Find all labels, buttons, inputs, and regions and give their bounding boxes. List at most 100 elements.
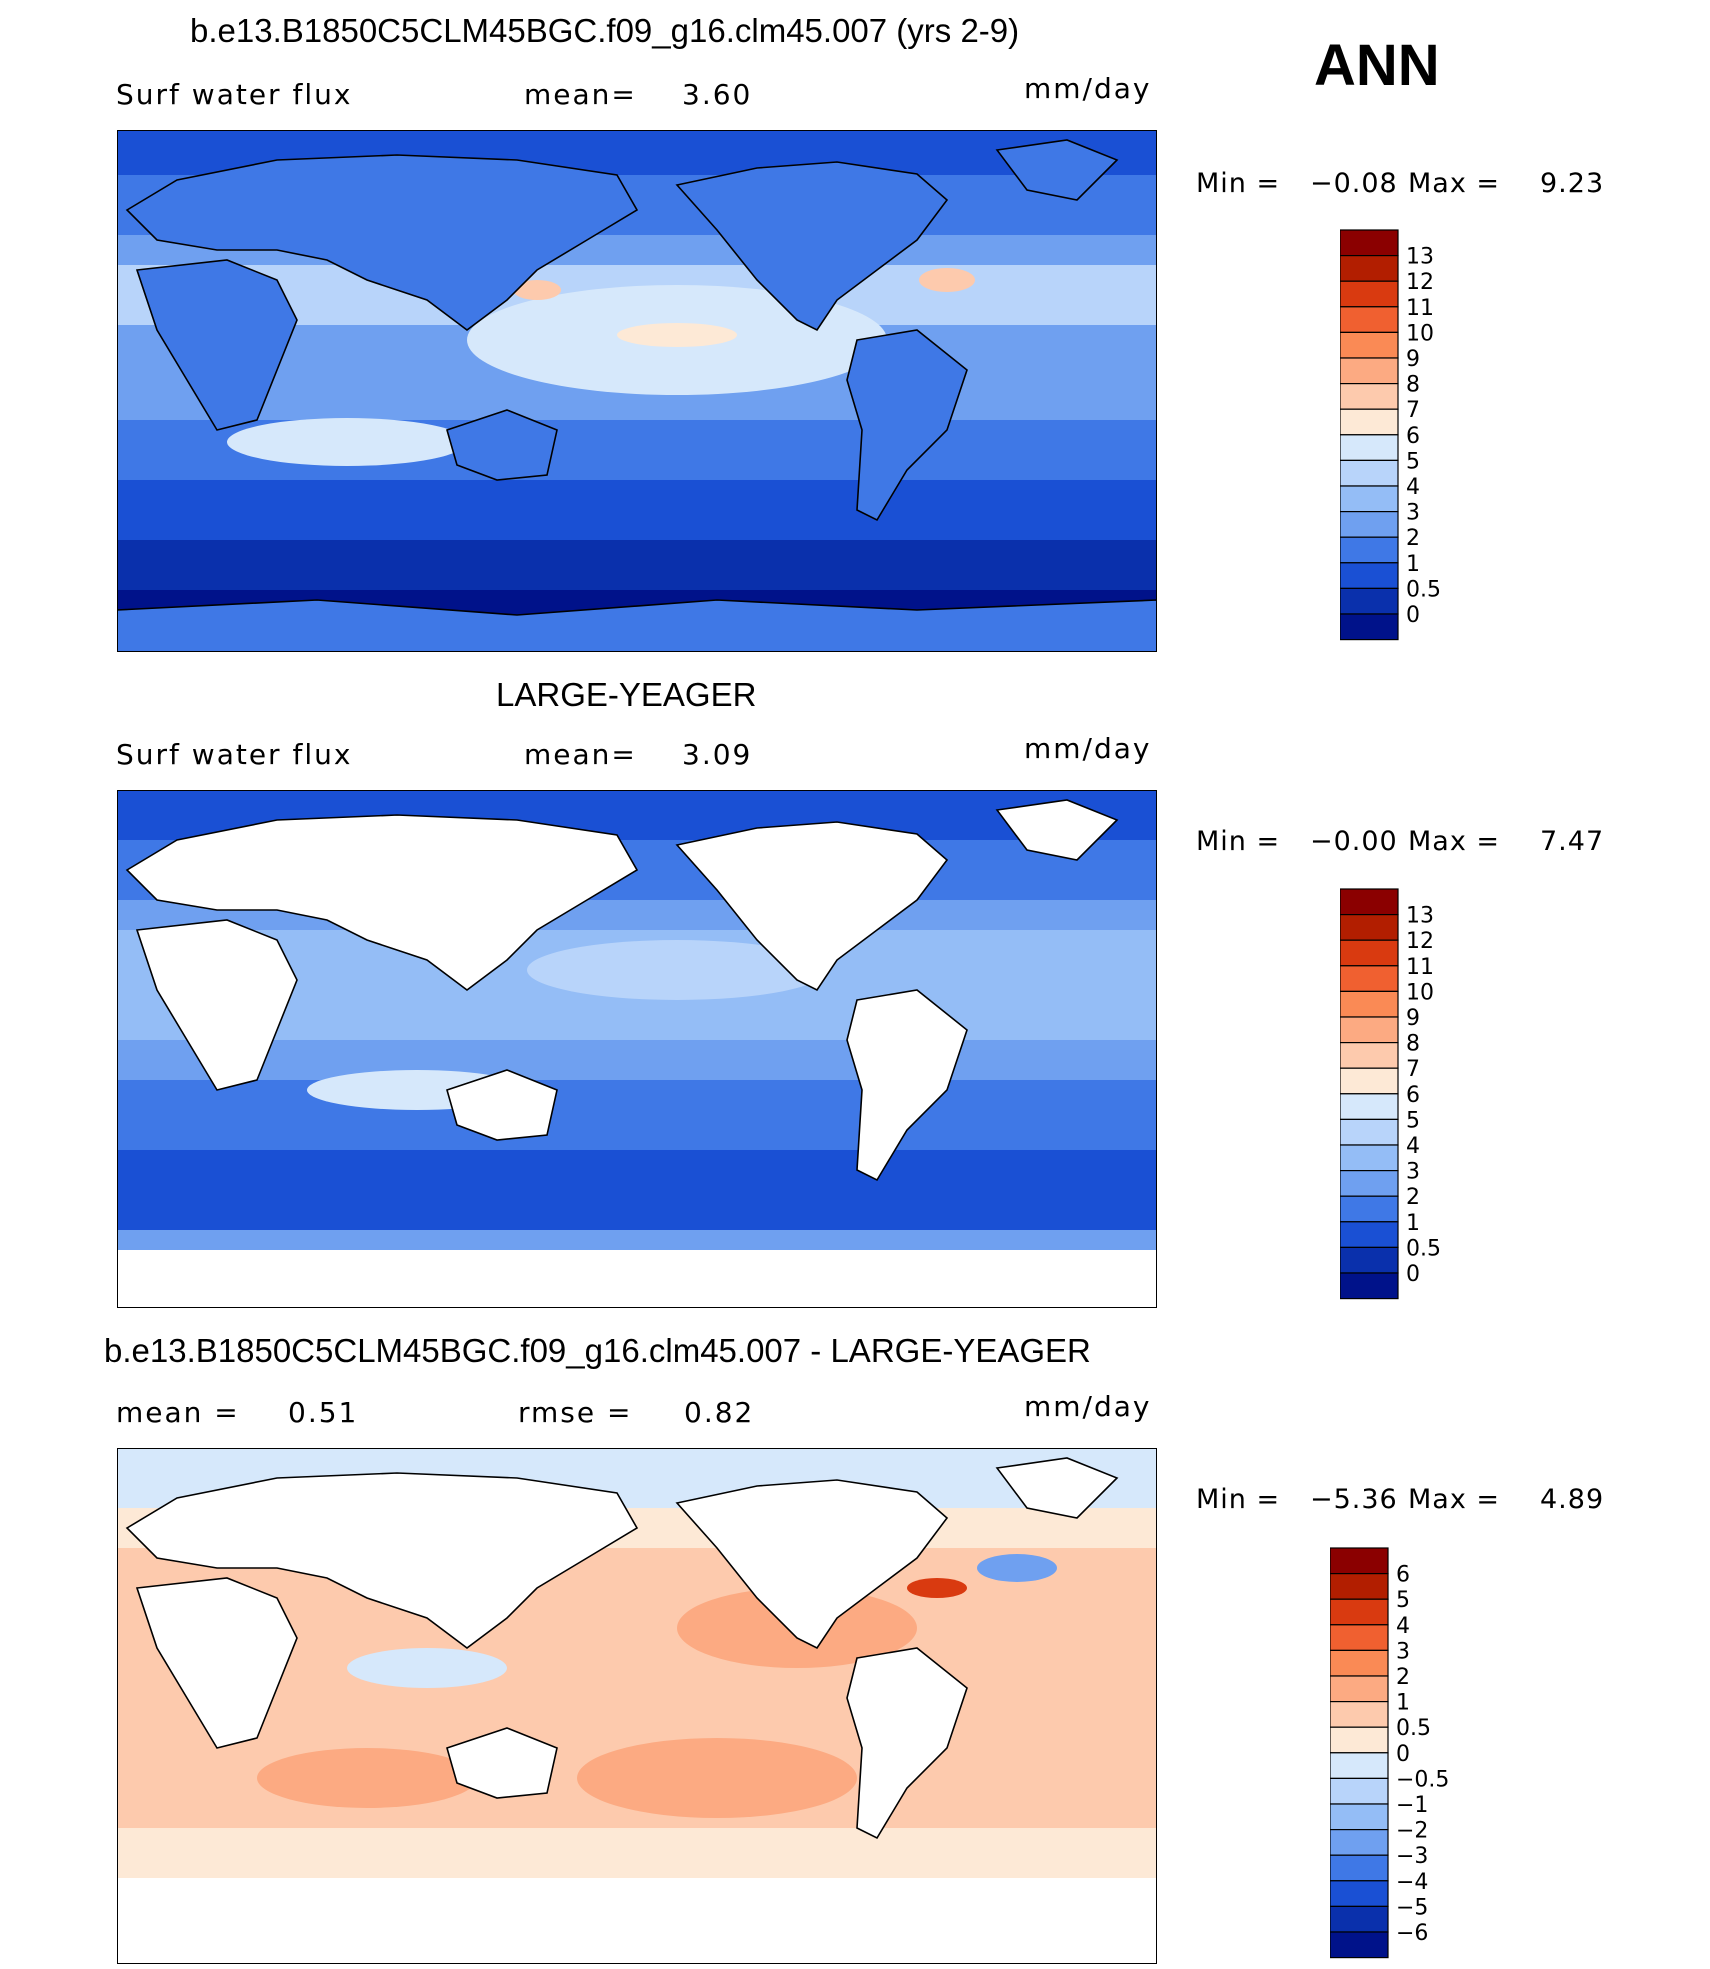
colorbar-box — [1340, 434, 1399, 462]
colorbar-box — [1340, 562, 1399, 589]
colorbar-tick-label: 13 — [1406, 904, 1434, 929]
panel-2-pacific-warm — [527, 940, 827, 1000]
colorbar-box — [1340, 965, 1399, 993]
colorbar-tick-label: 0.5 — [1396, 1716, 1431, 1741]
colorbar-box — [1340, 1170, 1399, 1197]
colorbar-box — [1330, 1649, 1389, 1677]
colorbar-tick-label: 1 — [1396, 1691, 1410, 1716]
colorbar-box — [1340, 459, 1399, 487]
colorbar-tick-label: −4 — [1396, 1870, 1428, 1895]
panel-1-australia — [446, 409, 558, 481]
colorbar-tick-label: 7 — [1406, 398, 1420, 423]
colorbar-tick-label: 3 — [1396, 1639, 1410, 1664]
colorbar-tick-label: 0.5 — [1406, 577, 1441, 602]
colorbar-tick-label: 11 — [1406, 296, 1434, 321]
panel-3-south-pacific-pos — [577, 1738, 857, 1818]
colorbar-tick-label: 4 — [1406, 475, 1420, 500]
colorbar-box — [1340, 1272, 1399, 1300]
panel-3-mean-label: mean = — [116, 1396, 240, 1429]
panel-3-south-america — [846, 1647, 968, 1840]
panel-2-map — [117, 790, 1157, 1308]
panel-3-min-label: Min = — [1196, 1484, 1281, 1515]
panel-2-south-america — [846, 989, 968, 1182]
panel-1-variable: Surf water flux — [116, 78, 353, 111]
colorbar-box — [1330, 1573, 1389, 1600]
panel-1-antarctica — [117, 599, 1157, 652]
colorbar-box — [1330, 1777, 1389, 1805]
panel-1-africa — [135, 259, 298, 431]
colorbar-box — [1340, 536, 1399, 564]
panel-1-band-south — [117, 480, 1157, 540]
colorbar-tick-label: −1 — [1396, 1793, 1428, 1818]
colorbar-box — [1340, 914, 1399, 941]
panel-2-north-america — [675, 821, 949, 992]
panel-1-map — [117, 130, 1157, 652]
colorbar-box — [1330, 1803, 1389, 1831]
panel-1-title: b.e13.B1850C5CLM45BGC.f09_g16.clm45.007 … — [190, 12, 1020, 49]
colorbar-tick-label: 12 — [1406, 270, 1434, 295]
colorbar-box — [1330, 1726, 1389, 1754]
panel-2-min-label: Min = — [1196, 826, 1281, 857]
colorbar-tick-label: 4 — [1406, 1134, 1420, 1159]
colorbar-tick-label: 0 — [1396, 1742, 1410, 1767]
panel-3-band-antarctic — [117, 1878, 1157, 1964]
panel-3-africa — [135, 1577, 298, 1749]
panel-1-min-label: Min = — [1196, 168, 1281, 199]
panel-2-eurasia — [125, 814, 639, 991]
colorbar-box — [1340, 306, 1399, 334]
colorbar-box — [1340, 939, 1399, 967]
panel-2-max-value: 7.47 — [1540, 826, 1605, 857]
panel-1-mean-label: mean= — [524, 78, 637, 111]
colorbar-box — [1340, 1042, 1399, 1069]
panel-3-max-value: 4.89 — [1540, 1484, 1605, 1515]
colorbar-box — [1340, 1246, 1399, 1274]
colorbar-box — [1340, 1067, 1399, 1095]
panel-2-title: LARGE-YEAGER — [496, 676, 757, 713]
colorbar-box — [1330, 1829, 1389, 1856]
panel-1-kuroshio — [513, 280, 561, 300]
colorbar-tick-label: 8 — [1406, 1032, 1420, 1057]
panel-3-max-label: Max = — [1408, 1484, 1501, 1515]
colorbar-box — [1340, 280, 1399, 308]
panel-3-title: b.e13.B1850C5CLM45BGC.f09_g16.clm45.007 … — [104, 1332, 1091, 1369]
colorbar-box — [1340, 1016, 1399, 1044]
panel-3-australia — [446, 1727, 558, 1799]
colorbar-tick-label: −2 — [1396, 1819, 1428, 1844]
panel-2-min-value: −0.00 — [1310, 826, 1398, 857]
colorbar-tick-label: −6 — [1396, 1921, 1428, 1946]
panel-3-wpac-neg — [347, 1648, 507, 1688]
colorbar-box — [1340, 587, 1399, 615]
panel-1-max-value: 9.23 — [1540, 168, 1605, 199]
season-label: ANN — [1314, 33, 1440, 98]
colorbar-tick-label: −5 — [1396, 1895, 1428, 1920]
panel-3-mean-value: 0.51 — [288, 1396, 359, 1429]
panel-3-eurasia — [125, 1472, 639, 1649]
colorbar-box — [1330, 1675, 1389, 1703]
panel-2-greenland — [995, 799, 1119, 861]
colorbar-box — [1340, 331, 1399, 359]
colorbar-tick-label: 4 — [1396, 1614, 1410, 1639]
panel-1-south-america — [846, 329, 968, 522]
colorbar-tick-label: −3 — [1396, 1844, 1428, 1869]
colorbar-box — [1340, 888, 1399, 916]
colorbar-box — [1340, 485, 1399, 513]
colorbar-tick-label: 6 — [1406, 424, 1420, 449]
panel-1-eurasia — [125, 154, 639, 331]
colorbar-tick-label: 10 — [1406, 980, 1434, 1005]
panel-1-units: mm/day — [1024, 72, 1152, 105]
colorbar-tick-label: 12 — [1406, 929, 1434, 954]
colorbar-box — [1330, 1880, 1389, 1907]
colorbar-tick-label: 0 — [1406, 1262, 1420, 1287]
colorbar-box — [1330, 1931, 1389, 1959]
panel-3-band-southern — [117, 1828, 1157, 1878]
panel-2-mean-label: mean= — [524, 738, 637, 771]
colorbar-tick-label: −0.5 — [1396, 1767, 1449, 1792]
colorbar-tick-label: 5 — [1396, 1588, 1410, 1613]
colorbar-tick-label: 9 — [1406, 1006, 1420, 1031]
colorbar-tick-label: 0.5 — [1406, 1236, 1441, 1261]
colorbar-box — [1330, 1624, 1389, 1652]
colorbar-tick-label: 3 — [1406, 1160, 1420, 1185]
panel-3-greenland — [995, 1457, 1119, 1519]
